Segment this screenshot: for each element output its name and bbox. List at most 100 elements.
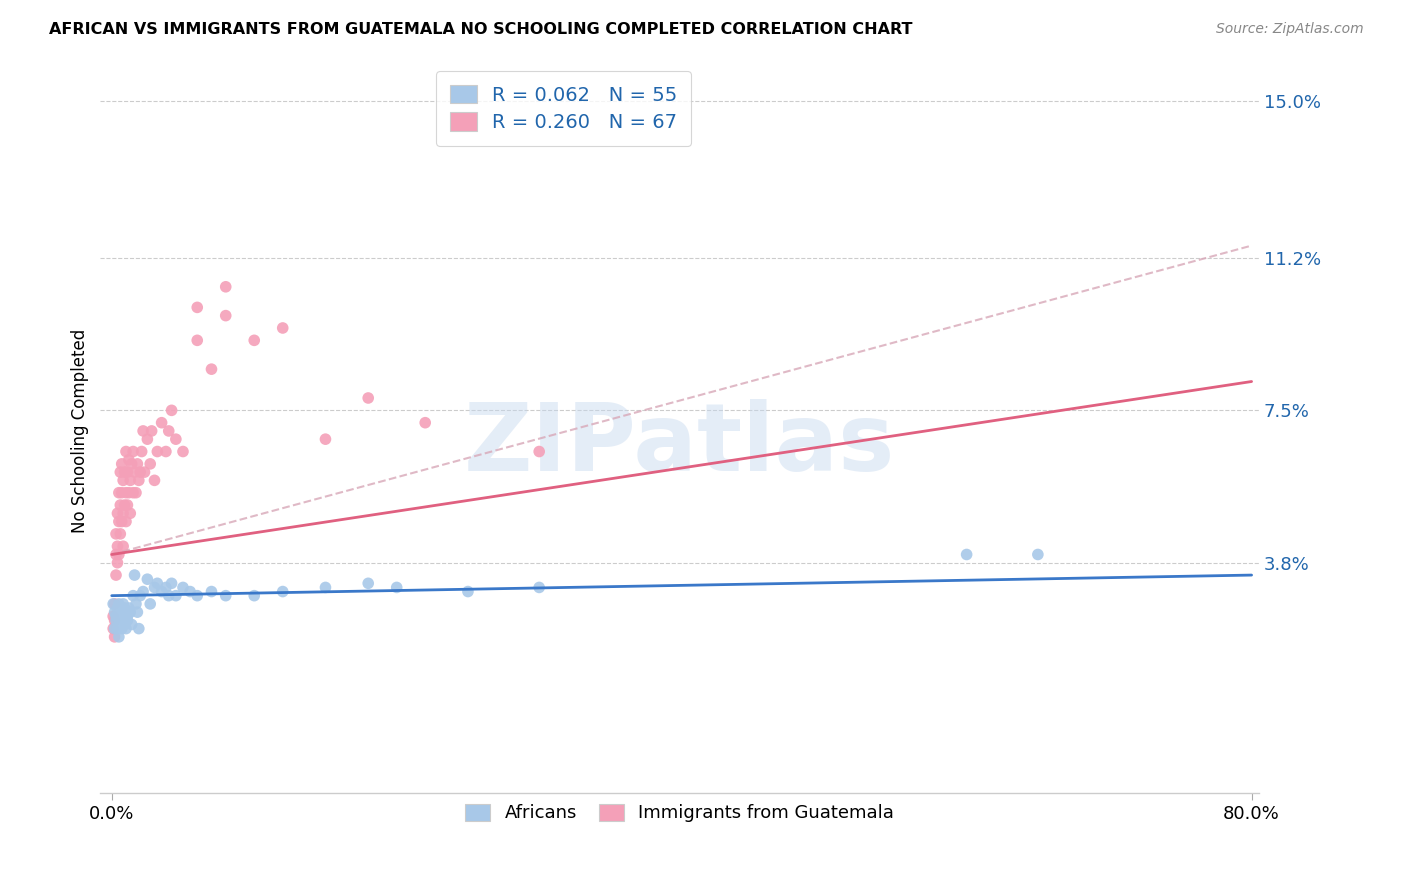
Point (157, 589, 180, 603)
Point (122, 589, 145, 603)
Point (186, 589, 208, 603)
Point (111, 601, 134, 615)
Point (172, 444, 194, 458)
Point (107, 622, 129, 636)
Point (200, 362, 222, 376)
Point (111, 457, 134, 471)
Point (112, 474, 135, 488)
Point (155, 581, 177, 595)
Point (107, 506, 129, 520)
Point (186, 301, 208, 315)
Point (107, 556, 129, 570)
Point (243, 589, 266, 603)
Point (155, 444, 177, 458)
Point (121, 457, 143, 471)
Point (104, 605, 127, 619)
Point (122, 485, 145, 500)
Point (128, 474, 150, 488)
Point (110, 498, 132, 512)
Point (117, 498, 139, 512)
Point (413, 416, 436, 430)
Point (112, 506, 135, 520)
Point (120, 506, 142, 520)
Text: ZIPatlas: ZIPatlas (464, 400, 896, 491)
Point (117, 613, 139, 627)
Point (121, 617, 143, 632)
Point (112, 609, 135, 624)
Point (111, 622, 134, 636)
Point (157, 424, 180, 438)
Point (128, 622, 150, 636)
Point (127, 457, 149, 471)
Point (118, 485, 141, 500)
Point (143, 474, 166, 488)
Point (131, 444, 153, 458)
Point (105, 613, 128, 627)
Point (112, 597, 135, 611)
Point (108, 485, 131, 500)
Point (105, 527, 128, 541)
Point (110, 613, 132, 627)
Point (108, 515, 131, 529)
Point (129, 589, 152, 603)
Point (104, 622, 127, 636)
Point (114, 498, 136, 512)
Point (271, 321, 294, 335)
Point (215, 589, 238, 603)
Text: Source: ZipAtlas.com: Source: ZipAtlas.com (1216, 22, 1364, 37)
Point (108, 548, 131, 562)
Point (134, 465, 156, 479)
Point (111, 515, 134, 529)
Point (104, 630, 127, 644)
Point (105, 609, 128, 624)
Point (956, 548, 979, 562)
Point (101, 609, 124, 624)
Point (101, 597, 124, 611)
Point (141, 424, 163, 438)
Point (179, 584, 201, 599)
Point (118, 601, 141, 615)
Point (186, 334, 208, 348)
Point (139, 597, 162, 611)
Point (357, 576, 380, 591)
Point (124, 465, 146, 479)
Point (146, 444, 169, 458)
Point (115, 622, 138, 636)
Point (172, 581, 194, 595)
Point (160, 576, 183, 591)
Legend: Africans, Immigrants from Guatemala: Africans, Immigrants from Guatemala (453, 791, 907, 835)
Point (105, 548, 128, 562)
Text: AFRICAN VS IMMIGRANTS FROM GUATEMALA NO SCHOOLING COMPLETED CORRELATION CHART: AFRICAN VS IMMIGRANTS FROM GUATEMALA NO … (49, 22, 912, 37)
Point (527, 581, 550, 595)
Point (125, 485, 148, 500)
Point (117, 609, 139, 624)
Point (105, 568, 128, 582)
Point (160, 403, 183, 417)
Point (104, 597, 127, 611)
Point (108, 597, 131, 611)
Point (143, 581, 166, 595)
Point (457, 584, 479, 599)
Point (139, 457, 162, 471)
Point (132, 424, 155, 438)
Point (108, 630, 131, 644)
Point (165, 432, 187, 446)
Point (110, 527, 132, 541)
Point (385, 581, 408, 595)
Point (314, 432, 336, 446)
Point (115, 605, 138, 619)
Point (108, 617, 131, 632)
Point (115, 515, 138, 529)
Point (136, 432, 159, 446)
Point (136, 572, 159, 586)
Point (107, 601, 129, 615)
Point (165, 589, 187, 603)
Point (215, 309, 238, 323)
Point (111, 485, 134, 500)
Point (110, 605, 132, 619)
Point (243, 334, 266, 348)
Point (115, 444, 138, 458)
Point (150, 584, 173, 599)
Point (114, 601, 136, 615)
Point (114, 617, 136, 632)
